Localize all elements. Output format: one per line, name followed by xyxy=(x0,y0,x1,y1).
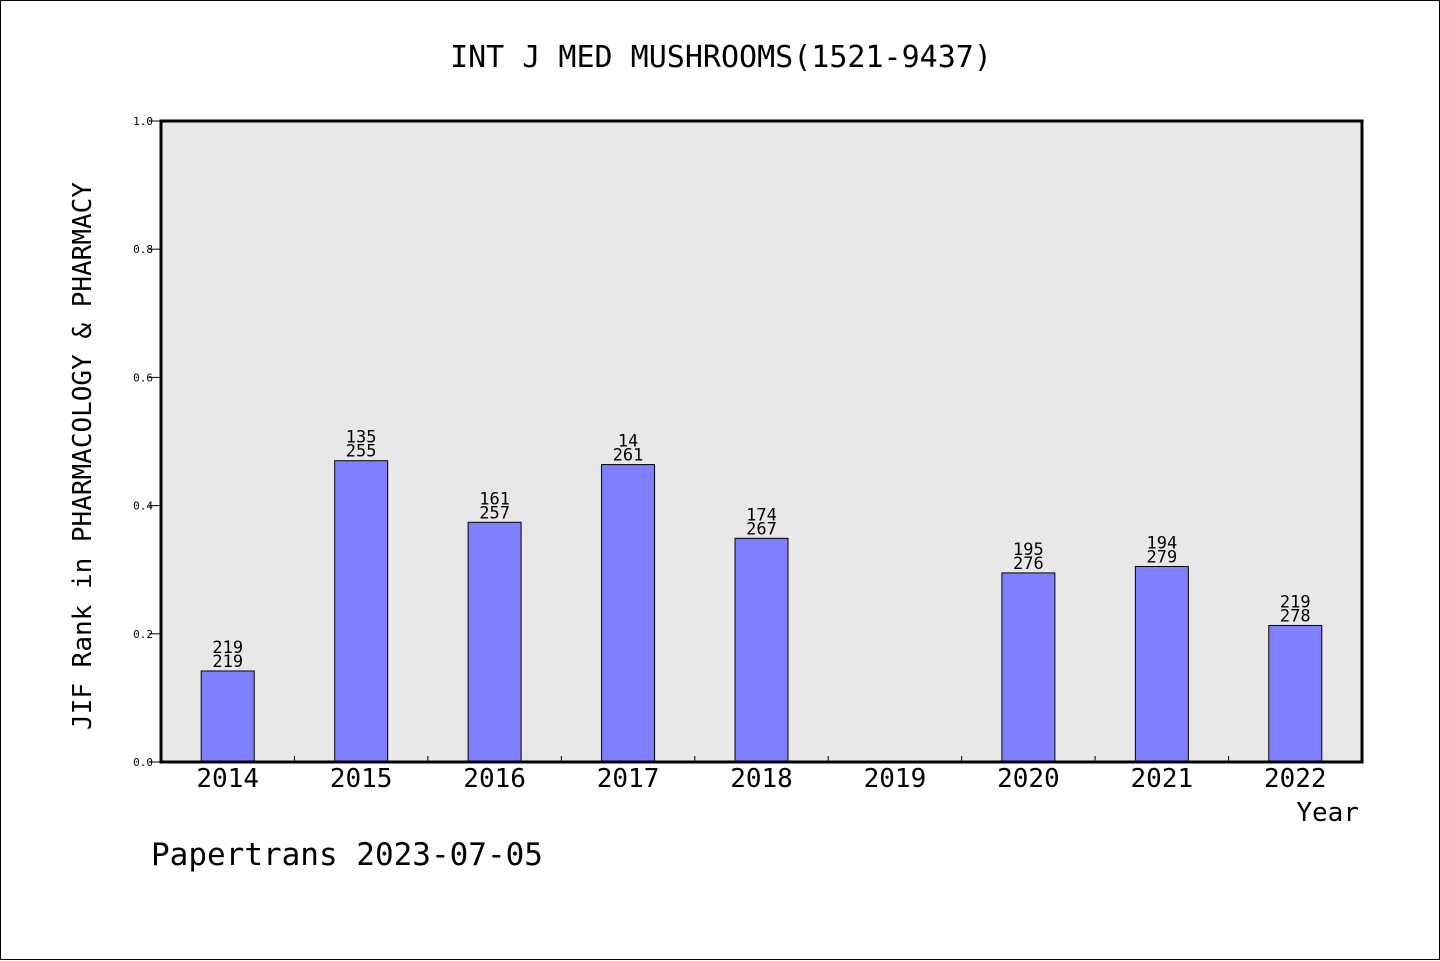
bar-rank-label: 161 xyxy=(479,489,510,509)
bar-total-label: 276 xyxy=(1013,554,1044,574)
x-tick-label: 2017 xyxy=(597,764,660,794)
bar xyxy=(601,464,656,763)
bar-rank-label: 194 xyxy=(1146,533,1177,553)
bar-rank-label: 195 xyxy=(1013,540,1044,560)
bar xyxy=(1134,565,1189,763)
x-tick-label: 2015 xyxy=(330,764,393,794)
bar-rank-label: 135 xyxy=(346,428,377,448)
bar xyxy=(734,537,789,763)
bar-total-label: 257 xyxy=(479,503,510,523)
bar xyxy=(467,521,522,763)
bar-total-label: 219 xyxy=(212,652,243,672)
bar-total-label: 278 xyxy=(1280,606,1311,626)
bar-total-label: 267 xyxy=(746,519,777,539)
x-tick-label: 2016 xyxy=(463,764,526,794)
watermark-text: Papertrans 2023-07-05 xyxy=(151,837,543,873)
y-axis-label: JIF Rank in PHARMACOLOGY & PHARMACY xyxy=(68,182,98,730)
bar-total-label: 279 xyxy=(1146,547,1177,567)
bar-label-group: 2192191352551612571426117426719527619427… xyxy=(212,428,1310,672)
bar-rank-label: 219 xyxy=(212,638,243,658)
bar-rank-label: 219 xyxy=(1280,592,1311,612)
x-axis-label: Year xyxy=(1296,798,1359,828)
x-tick-label: 2020 xyxy=(997,764,1060,794)
x-tick-label: 2019 xyxy=(864,764,927,794)
bar-total-label: 255 xyxy=(346,442,377,462)
bar xyxy=(1001,572,1056,763)
bar-rank-label: 174 xyxy=(746,505,777,525)
x-tick-label: 2021 xyxy=(1131,764,1194,794)
y-tick-label: 0.6 xyxy=(133,371,153,384)
y-tick-label: 0.0 xyxy=(133,756,153,769)
x-tick-label: 2014 xyxy=(196,764,259,794)
x-axis: 2014 2015 2016 2017 2018 2019 2020 2021 2022 xyxy=(196,756,1327,794)
chart-title: INT J MED MUSHROOMS(1521-9437) xyxy=(450,40,992,75)
y-tick-label: 0.2 xyxy=(133,628,153,641)
y-tick-label: 0.8 xyxy=(133,243,153,256)
bar xyxy=(334,460,389,763)
bar xyxy=(1268,624,1323,763)
bar-group xyxy=(200,460,1323,763)
bar-rank-label: 14 xyxy=(618,432,638,452)
bar-total-label: 261 xyxy=(613,446,644,466)
plot-border xyxy=(159,119,1364,764)
y-axis: 0.0 0.2 0.4 0.6 0.8 1.0 xyxy=(133,115,161,769)
x-tick-label: 2018 xyxy=(730,764,793,794)
x-tick-label: 2022 xyxy=(1264,764,1327,794)
bar xyxy=(200,670,255,763)
y-tick-label: 0.4 xyxy=(133,500,153,513)
y-tick-label: 1.0 xyxy=(133,115,153,128)
